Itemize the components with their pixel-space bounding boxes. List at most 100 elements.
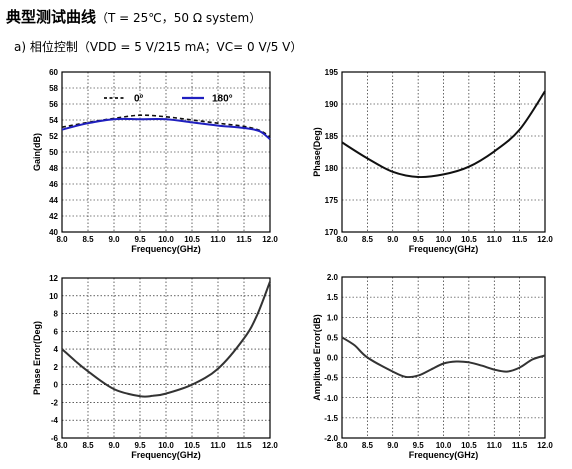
- gain-y-tick-label: 42: [49, 212, 58, 221]
- phase-x-tick-label: 9.5: [413, 235, 425, 244]
- gain-legend: 0° 180°: [104, 94, 233, 105]
- page-heading: 典型测试曲线（T = 25℃，50 Ω system）: [6, 6, 261, 27]
- phase-error-y-tick-label: 8: [54, 310, 59, 319]
- phase-error-y-tick-label: -2: [51, 398, 59, 407]
- amplitude-error-y-tick-label: 1.5: [327, 293, 339, 302]
- gain-y-tick-label: 48: [49, 164, 58, 173]
- amplitude-error-x-tick-label: 9.0: [387, 441, 399, 450]
- gain-legend-label: 0°: [134, 94, 144, 105]
- phase-y-tick-label: 170: [325, 228, 339, 237]
- phase-x-tick-label: 11.5: [512, 235, 528, 244]
- phase-error-x-tick-label: 11.5: [236, 441, 252, 450]
- phase-error-y-tick-label: 2: [54, 363, 59, 372]
- amplitude-error-plot-frame: [341, 276, 546, 439]
- phase-error-y-tick-label: -4: [51, 416, 59, 425]
- gain-y-tick-label: 50: [49, 148, 58, 157]
- amplitude-error-y-tick-label: -1.5: [324, 414, 338, 423]
- phase-error-y-tick-label: -6: [51, 434, 59, 443]
- gain-y-tick-label: 46: [49, 180, 58, 189]
- amplitude-error-grid: [341, 276, 546, 439]
- gain-series-line-1: [61, 117, 271, 140]
- gain-series-line-0: [61, 114, 271, 138]
- phase-y-tick-label: 190: [325, 100, 339, 109]
- amplitude-error-x-tick-label: 10.0: [436, 441, 452, 450]
- phase-error-x-tick-label: 10.0: [158, 441, 174, 450]
- phase-error-y-tick-label: 12: [49, 274, 58, 283]
- phase-error-x-tick-label: 8.5: [82, 441, 94, 450]
- gain-x-tick-label: 10.5: [184, 235, 200, 244]
- gain-y-tick-label: 54: [49, 116, 58, 125]
- gain-x-tick-label: 8.0: [56, 235, 68, 244]
- gain-x-tick-label: 8.5: [82, 235, 94, 244]
- gain-x-tick-label: 12.0: [262, 235, 278, 244]
- phase-error-x-tick-label: 11.0: [210, 441, 226, 450]
- gain-legend-label: 180°: [212, 94, 233, 105]
- phase-error-plot-frame: [61, 277, 271, 439]
- gain-y-tick-label: 58: [49, 84, 58, 93]
- phase-error-y-axis-title: Phase Error(Deg): [32, 321, 42, 395]
- amplitude-error-x-tick-label: 9.5: [413, 441, 425, 450]
- phase-x-tick-label: 10.5: [461, 235, 477, 244]
- phase-error-y-tick-label: 6: [54, 327, 59, 336]
- gain-x-tick-label: 11.0: [210, 235, 226, 244]
- gain-x-axis-title: Frequency(GHz): [131, 244, 201, 254]
- amplitude-error-x-tick-label: 12.0: [537, 441, 553, 450]
- phase-error-series-line-0: [61, 281, 271, 398]
- phase-error-y-tick-label: 4: [54, 345, 59, 354]
- gain-x-tick-label: 11.5: [236, 235, 252, 244]
- amplitude-error-y-tick-label: 0.0: [327, 354, 339, 363]
- section-subheading: a) 相位控制（VDD = 5 V/215 mA；VC= 0 V/5 V）: [14, 40, 303, 54]
- phase-error-x-tick-label: 9.5: [134, 441, 146, 450]
- gain-plot-frame: [61, 71, 271, 233]
- phase-y-tick-label: 195: [325, 68, 339, 77]
- heading-conditions: （T = 25℃，50 Ω system）: [96, 11, 262, 25]
- phase-x-tick-label: 12.0: [537, 235, 553, 244]
- amplitude-error-x-tick-label: 8.0: [336, 441, 348, 450]
- phase-y-tick-label: 175: [325, 196, 339, 205]
- phase-x-tick-label: 11.0: [487, 235, 503, 244]
- amplitude-error-y-tick-label: 2.0: [327, 273, 339, 282]
- phase-error-x-axis-title: Frequency(GHz): [131, 450, 201, 460]
- phase-error-y-tick-label: 0: [54, 381, 59, 390]
- amplitude-error-y-tick-label: -0.5: [324, 374, 338, 383]
- gain-y-tick-label: 56: [49, 100, 58, 109]
- phase-y-tick-label: 185: [325, 132, 339, 141]
- phase-x-tick-label: 8.0: [336, 235, 348, 244]
- phase-x-tick-label: 9.0: [387, 235, 399, 244]
- phase-x-tick-label: 10.0: [436, 235, 452, 244]
- gain-x-tick-label: 10.0: [158, 235, 174, 244]
- amplitude-error-y-tick-label: 1.0: [327, 313, 339, 322]
- amplitude-error-x-tick-label: 11.5: [512, 441, 528, 450]
- amplitude-error-x-tick-label: 11.0: [487, 441, 503, 450]
- phase-x-axis-title: Frequency(GHz): [409, 244, 479, 254]
- amplitude-error-x-axis-title: Frequency(GHz): [409, 450, 479, 460]
- amplitude-error-x-tick-label: 8.5: [362, 441, 374, 450]
- phase-error-x-tick-label: 10.5: [184, 441, 200, 450]
- phase-error-x-tick-label: 9.0: [108, 441, 120, 450]
- phase-error-y-tick-label: 10: [49, 292, 58, 301]
- amplitude-error-series-line-0: [341, 336, 546, 379]
- gain-y-axis-title: Gain(dB): [32, 133, 42, 171]
- amplitude-error-y-tick-label: -2.0: [324, 434, 338, 443]
- phase-plot-frame: [341, 71, 546, 233]
- gain-x-tick-label: 9.0: [108, 235, 120, 244]
- amplitude-error-x-tick-label: 10.5: [461, 441, 477, 450]
- phase-y-tick-label: 180: [325, 164, 339, 173]
- heading-title: 典型测试曲线: [6, 8, 97, 26]
- gain-y-tick-label: 40: [49, 228, 58, 237]
- gain-y-tick-label: 52: [49, 132, 58, 141]
- amplitude-error-y-axis-title: Amplitude Error(dB): [312, 314, 322, 401]
- amplitude-error-y-tick-label: 0.5: [327, 333, 339, 342]
- phase-series-line-0: [341, 90, 546, 179]
- gain-x-tick-label: 9.5: [134, 235, 146, 244]
- amplitude-error-y-tick-label: -1.0: [324, 394, 338, 403]
- phase-error-x-tick-label: 8.0: [56, 441, 68, 450]
- phase-error-x-tick-label: 12.0: [262, 441, 278, 450]
- phase-x-tick-label: 8.5: [362, 235, 374, 244]
- phase-y-axis-title: Phase(Deg): [312, 127, 322, 177]
- gain-y-tick-label: 60: [49, 68, 58, 77]
